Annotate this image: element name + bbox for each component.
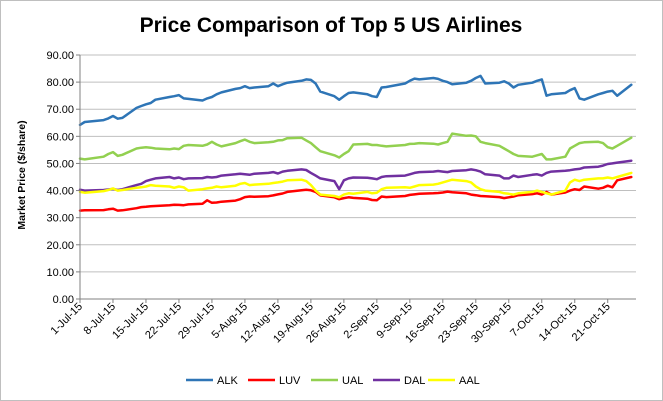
y-tick-label: 20.00	[46, 240, 74, 252]
y-axis-label: Market Price ($/share)	[16, 120, 28, 229]
series-line-aal	[78, 171, 633, 199]
axes	[79, 55, 636, 300]
legend-label-luv: LUV	[279, 375, 301, 387]
y-tick-label: 40.00	[46, 186, 74, 198]
legend-label-alk: ALK	[217, 375, 238, 387]
y-tick-label: 70.00	[46, 104, 74, 116]
legend-label-dal: DAL	[404, 375, 425, 387]
series-line-luv	[78, 175, 633, 212]
y-tick-label: 50.00	[46, 158, 74, 170]
series-line-alk	[78, 74, 633, 127]
gridlines	[80, 54, 636, 273]
y-tick-label: 80.00	[46, 77, 74, 89]
legend: ALK LUV UAL DAL AAL	[186, 375, 480, 387]
x-tick-label: 1-Jul-15	[49, 301, 86, 338]
y-tick-label: 60.00	[46, 131, 74, 143]
y-axis-ticks: 0.00 10.00 20.00 30.00 40.00 50.00 60.00 70.00 8…	[46, 50, 80, 306]
y-tick-label: 10.00	[46, 267, 74, 279]
legend-label-aal: AAL	[459, 375, 480, 387]
series-line-dal	[78, 159, 633, 192]
y-tick-label: 90.00	[46, 50, 74, 62]
y-tick-label: 0.00	[53, 294, 74, 306]
x-axis-ticks: 1-Jul-158-Jul-1515-Jul-1522-Jul-1529-Jul…	[49, 299, 613, 345]
y-tick-label: 30.00	[46, 213, 74, 225]
legend-label-ual: UAL	[342, 375, 363, 387]
series-lines	[78, 74, 633, 212]
chart-title: Price Comparison of Top 5 US Airlines	[140, 14, 523, 37]
series-line-ual	[78, 132, 633, 161]
